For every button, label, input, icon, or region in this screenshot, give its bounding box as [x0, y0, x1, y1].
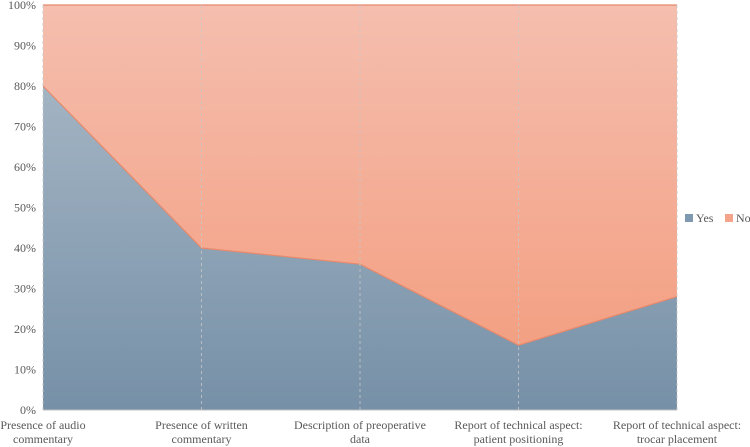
y-tick-label: 0%	[20, 403, 36, 417]
y-tick-label: 60%	[14, 160, 36, 174]
y-tick-label: 30%	[14, 282, 36, 296]
legend: Yes No	[685, 211, 750, 225]
y-tick-label: 40%	[14, 241, 36, 255]
x-category-label: Report of technical aspect: patient posit…	[454, 418, 582, 446]
legend-label-yes: Yes	[696, 211, 714, 225]
y-tick-label: 90%	[14, 39, 36, 53]
y-tick-label: 10%	[14, 363, 36, 377]
y-tick-label: 100%	[8, 0, 36, 12]
y-tick-label: 70%	[14, 120, 36, 134]
x-category-label: Description of preoperative data	[294, 418, 426, 446]
y-tick-label: 50%	[14, 201, 36, 215]
x-category-label: Presence of written commentary	[155, 418, 248, 446]
y-axis: 0% 10% 20% 30% 40% 50% 60% 70% 80% 90% 100%	[8, 0, 36, 417]
plot-area	[42, 4, 678, 410]
x-axis: Presence of audio commentary Presence of w…	[0, 409, 741, 446]
legend-swatch-yes	[685, 214, 693, 222]
y-tick-label: 80%	[14, 79, 36, 93]
x-category-label: Presence of audio commentary	[0, 418, 85, 446]
x-category-label: Report of technical aspect: trocar placem…	[613, 418, 741, 446]
y-tick-label: 20%	[14, 322, 36, 336]
legend-swatch-no	[725, 214, 733, 222]
legend-label-no: No	[736, 211, 750, 225]
